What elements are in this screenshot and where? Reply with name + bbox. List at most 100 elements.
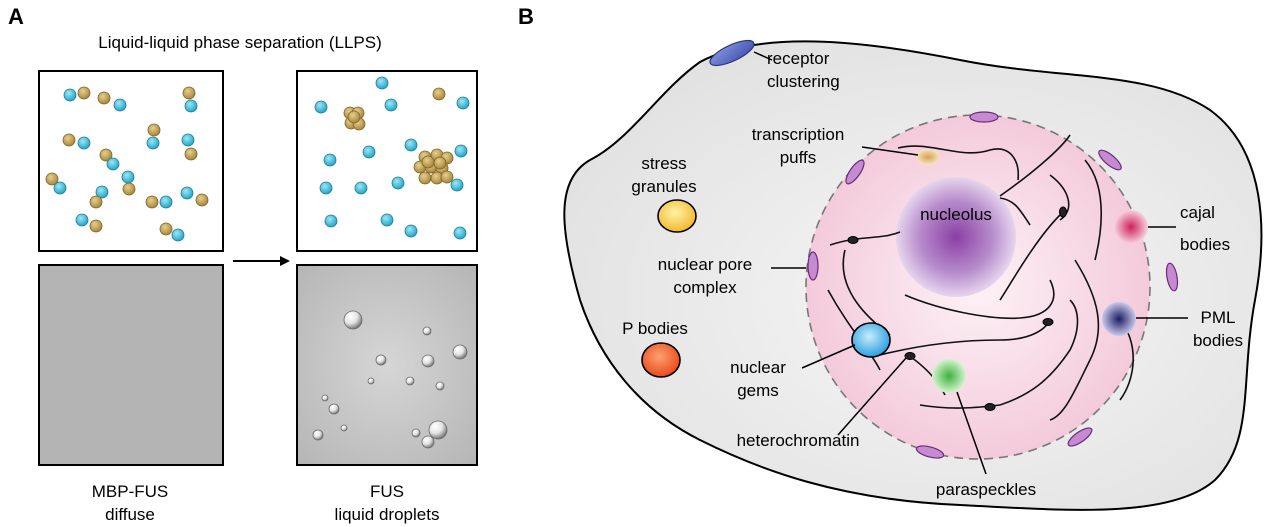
liquid-droplet — [435, 381, 445, 391]
liquid-droplet — [321, 394, 329, 402]
liquid-droplet — [421, 354, 435, 368]
liquid-droplet — [375, 354, 387, 366]
cyan-molecule — [106, 157, 120, 171]
label-receptor-clustering-line2: clustering — [767, 72, 840, 91]
panel-b: B — [518, 4, 1263, 511]
receptor-cluster — [709, 39, 755, 67]
label-p-bodies: P bodies — [622, 319, 688, 338]
tan-molecule — [421, 155, 435, 169]
droplet-molecules — [314, 76, 470, 240]
liquid-droplet — [421, 435, 435, 449]
label-stress-granules-line1: stress — [641, 154, 686, 173]
cyan-molecule — [171, 228, 185, 242]
tan-molecule — [159, 222, 173, 236]
label-nuclear-gems-line2: gems — [737, 381, 779, 400]
caption-liquid-droplets: liquid droplets — [335, 505, 440, 524]
cyan-molecule — [391, 176, 405, 190]
caption-diffuse: diffuse — [105, 505, 155, 524]
nuclear-pore — [1067, 427, 1093, 447]
tan-molecule — [347, 110, 361, 124]
nuclear-pore — [1098, 149, 1122, 171]
diffuse-micrograph — [38, 264, 224, 466]
tan-molecule — [184, 147, 198, 161]
nuclear-pore — [807, 251, 819, 281]
panel-a-title: Liquid-liquid phase separation (LLPS) — [98, 33, 382, 52]
tan-molecule — [89, 195, 103, 209]
cyan-molecule — [323, 153, 337, 167]
cyan-molecule — [75, 213, 89, 227]
cyan-molecule — [121, 170, 135, 184]
tan-molecule — [145, 195, 159, 209]
p-body — [641, 342, 681, 378]
nuclear-pore — [915, 445, 945, 459]
heterochromatin-knots — [847, 206, 1067, 411]
label-cajal-bodies-line1: cajal — [1180, 203, 1215, 222]
tan-molecule — [89, 219, 103, 233]
label-nuclear-pore-complex-line2: complex — [673, 278, 737, 297]
cyan-molecule — [319, 181, 333, 195]
cyan-molecule — [456, 96, 470, 110]
liquid-droplets — [312, 310, 468, 449]
nuclear-gem — [851, 322, 891, 358]
tan-molecule — [45, 172, 59, 186]
label-nucleolus: nucleolus — [920, 205, 992, 224]
cyan-molecule — [159, 195, 173, 209]
cyan-molecule — [450, 178, 464, 192]
cyan-molecule — [380, 213, 394, 227]
tan-molecule — [122, 182, 136, 196]
cyan-molecule — [404, 138, 418, 152]
cyan-molecule — [113, 98, 127, 112]
tan-molecule — [195, 193, 209, 207]
label-transcription-puffs-line2: puffs — [780, 148, 817, 167]
liquid-droplet — [405, 376, 415, 386]
tan-molecule — [418, 171, 432, 185]
caption-mbp-fus: MBP-FUS — [92, 482, 169, 501]
nuclear-pore — [845, 159, 865, 185]
tan-molecule — [182, 86, 196, 100]
cyan-molecule — [375, 76, 389, 90]
liquid-droplet — [422, 326, 432, 336]
nucleolus — [896, 177, 1016, 297]
cyan-molecule — [324, 214, 338, 228]
caption-fus: FUS — [370, 482, 404, 501]
label-paraspeckles: paraspeckles — [936, 480, 1036, 499]
label-heterochromatin: heterochromatin — [737, 431, 860, 450]
leader-lines — [771, 146, 1188, 475]
panel-a-letter: A — [8, 4, 24, 29]
cyan-molecule — [314, 100, 328, 114]
cyan-molecule — [184, 99, 198, 113]
chromatin-fibers — [827, 134, 1134, 421]
liquid-droplet — [340, 424, 348, 432]
panel-b-letter: B — [518, 4, 534, 29]
cyan-molecule — [95, 185, 109, 199]
label-transcription-puffs-line1: transcription — [752, 125, 845, 144]
label-pml-bodies-line2: bodies — [1193, 331, 1243, 350]
tan-molecule — [147, 123, 161, 137]
cyan-molecule — [53, 181, 67, 195]
label-cajal-bodies-line2: bodies — [1180, 235, 1230, 254]
cyan-molecule — [77, 136, 91, 150]
cyan-molecule — [384, 98, 398, 112]
tan-molecule — [99, 148, 113, 162]
label-nuclear-pore-complex-line1: nuclear pore — [658, 255, 753, 274]
tan-molecule — [77, 86, 91, 100]
label-pml-bodies-line1: PML — [1201, 308, 1236, 327]
cajal-body — [1114, 210, 1148, 244]
cyan-molecule — [63, 88, 77, 102]
tan-molecule — [440, 170, 454, 184]
cyan-molecule — [354, 181, 368, 195]
liquid-droplet — [367, 377, 375, 385]
tan-molecule — [97, 91, 111, 105]
tan-molecule — [62, 133, 76, 147]
cyan-molecule — [180, 186, 194, 200]
label-nuclear-gems-line1: nuclear — [730, 358, 786, 377]
tan-molecule — [432, 87, 446, 101]
droplet-micrograph — [296, 264, 478, 466]
nuclear-pore — [969, 111, 999, 123]
liquid-droplet — [312, 429, 324, 441]
cyan-molecule — [146, 136, 160, 150]
panel-a: A Liquid-liquid phase separation (LLPS) … — [8, 4, 478, 524]
label-receptor-clustering-line1: receptor — [767, 49, 830, 68]
cyan-molecule — [453, 226, 467, 240]
cyan-molecule — [362, 145, 376, 159]
